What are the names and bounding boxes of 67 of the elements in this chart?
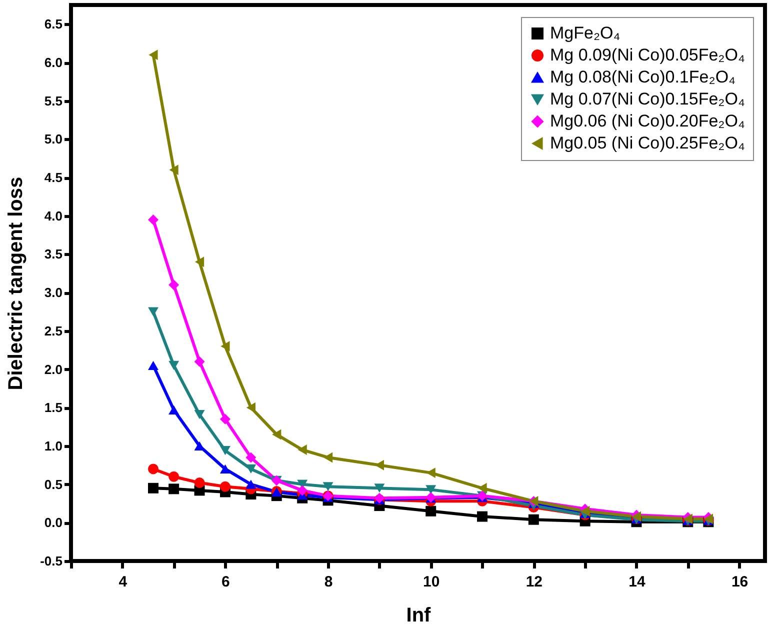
point (194, 356, 205, 367)
point (426, 468, 436, 478)
y-tick-label: 1.0 (44, 438, 62, 454)
point (168, 280, 180, 290)
y-tick-label: -0.5 (40, 554, 62, 568)
point (220, 446, 230, 456)
point (148, 50, 158, 60)
point (169, 164, 178, 176)
point (220, 481, 230, 492)
point (246, 402, 256, 413)
point (168, 360, 180, 370)
point (148, 214, 158, 225)
point (374, 484, 385, 493)
y-tick-label: 5.5 (44, 93, 62, 108)
point (168, 471, 180, 482)
point (148, 307, 158, 316)
y-tick-label: 4.0 (44, 208, 62, 224)
point (246, 452, 256, 463)
x-tick-label: 4 (118, 574, 128, 590)
point (322, 482, 334, 492)
x-tick-label: 8 (324, 574, 333, 590)
y-tick-label: 4.5 (44, 170, 62, 186)
point (298, 444, 307, 456)
x-tick-label: 6 (222, 574, 230, 590)
point (220, 341, 230, 352)
x-axis-title: Inf (406, 604, 432, 626)
x-tick-label: 10 (423, 574, 440, 590)
legend-label: Mg0.06 (Ni Co)0.20Fe₂O₄ (550, 112, 746, 130)
y-axis-title: Dielectric tangent loss (5, 176, 28, 390)
point (194, 478, 205, 488)
point (426, 506, 436, 516)
y-tick-label: 6.5 (44, 16, 62, 32)
point (272, 429, 282, 440)
y-tick-label: 3.0 (44, 285, 62, 300)
point (323, 452, 333, 463)
point (168, 484, 180, 494)
point (246, 480, 256, 489)
x-tick-label: 12 (526, 574, 543, 590)
legend-label: Mg 0.09(Ni Co)0.05Fe₂O₄ (550, 46, 746, 64)
point (148, 482, 158, 494)
point (478, 482, 487, 494)
point (194, 256, 204, 268)
y-tick-label: 2.5 (44, 323, 62, 338)
legend-label: Mg 0.08(Ni Co)0.1Fe₂O₄ (550, 68, 736, 86)
point (220, 464, 230, 474)
x-tick-label: 16 (731, 574, 748, 590)
point (194, 410, 205, 420)
legend-label: Mg 0.07(Ni Co)0.15Fe₂O₄ (550, 90, 746, 108)
x-tick-label: 14 (628, 574, 646, 590)
y-tick-label: 1.5 (44, 400, 62, 416)
point (220, 414, 230, 424)
y-tick-label: 5.0 (44, 132, 62, 147)
y-tick-label: 6.0 (44, 55, 62, 70)
point (168, 405, 180, 414)
y-tick-label: 2.0 (44, 362, 62, 377)
y-tick-label: 0.0 (44, 515, 62, 530)
point (426, 485, 436, 494)
point (148, 464, 158, 474)
point (297, 485, 308, 496)
legend-label: MgFe₂O₄ (550, 24, 620, 42)
point (528, 514, 539, 525)
y-tick-label: 0.5 (44, 476, 62, 492)
y-tick-label: 3.5 (44, 246, 62, 262)
legend-label: Mg0.05 (Ni Co)0.25Fe₂O₄ (550, 134, 746, 152)
point (477, 511, 488, 522)
point (246, 464, 256, 474)
point (148, 360, 158, 370)
